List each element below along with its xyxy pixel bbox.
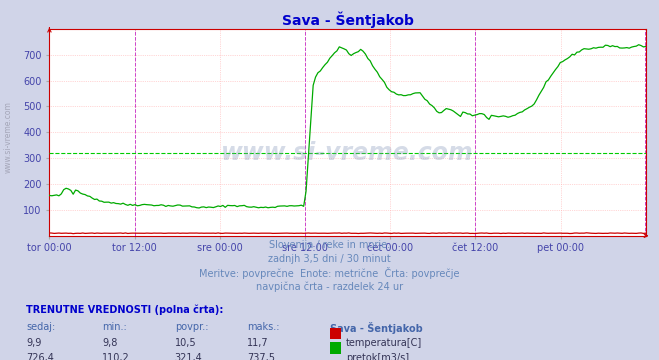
Text: www.si-vreme.com: www.si-vreme.com — [3, 101, 13, 173]
Text: Slovenija / reke in morje.: Slovenija / reke in morje. — [269, 240, 390, 250]
Text: 737,5: 737,5 — [247, 353, 275, 360]
Title: Sava - Šentjakob: Sava - Šentjakob — [281, 11, 414, 28]
Text: 9,8: 9,8 — [102, 338, 117, 348]
Text: 110,2: 110,2 — [102, 353, 130, 360]
Text: 11,7: 11,7 — [247, 338, 269, 348]
Text: zadnjh 3,5 dni / 30 minut: zadnjh 3,5 dni / 30 minut — [268, 254, 391, 264]
Text: navpična črta - razdelek 24 ur: navpična črta - razdelek 24 ur — [256, 281, 403, 292]
Text: povpr.:: povpr.: — [175, 322, 208, 332]
Text: 9,9: 9,9 — [26, 338, 42, 348]
Text: Meritve: povprečne  Enote: metrične  Črta: povprečje: Meritve: povprečne Enote: metrične Črta:… — [199, 267, 460, 279]
Text: pretok[m3/s]: pretok[m3/s] — [346, 353, 409, 360]
Text: 726,4: 726,4 — [26, 353, 54, 360]
Text: min.:: min.: — [102, 322, 127, 332]
Text: temperatura[C]: temperatura[C] — [346, 338, 422, 348]
Text: maks.:: maks.: — [247, 322, 279, 332]
Text: TRENUTNE VREDNOSTI (polna črta):: TRENUTNE VREDNOSTI (polna črta): — [26, 304, 224, 315]
Text: www.si-vreme.com: www.si-vreme.com — [221, 141, 474, 165]
Text: Sava - Šentjakob: Sava - Šentjakob — [330, 322, 422, 334]
Text: 10,5: 10,5 — [175, 338, 196, 348]
Text: sedaj:: sedaj: — [26, 322, 55, 332]
Text: 321,4: 321,4 — [175, 353, 202, 360]
